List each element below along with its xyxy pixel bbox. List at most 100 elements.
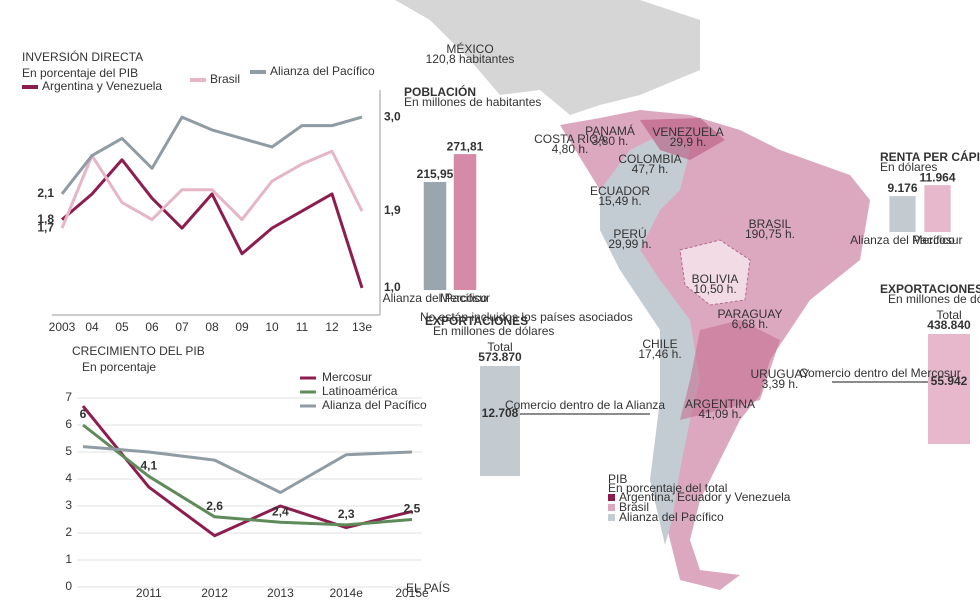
value-label: 1,7 <box>37 220 54 234</box>
legend-label: Mercosur <box>322 370 372 384</box>
credit: EL PAÍS <box>406 580 450 595</box>
data-line <box>61 158 364 289</box>
chart-subtitle: En millones de habitantes <box>404 95 541 109</box>
data-line <box>82 423 413 527</box>
x-tick-label: 06 <box>145 320 159 334</box>
value-label: 11.964 <box>919 170 955 184</box>
country-population: 15,49 h. <box>598 194 641 208</box>
value-label: 3,0 <box>384 109 401 123</box>
country-population: 3,39 h. <box>762 377 799 391</box>
category-label: Alianza del Pacífico <box>850 233 955 247</box>
chart-title: INVERSIÓN DIRECTA <box>22 49 143 64</box>
pib-swatch <box>608 504 615 511</box>
bar <box>423 182 447 290</box>
value-label: 9.176 <box>887 181 917 195</box>
legend-label: Argentina y Venezuela <box>42 79 162 93</box>
value-label: 2,1 <box>37 186 54 200</box>
data-line <box>81 405 413 538</box>
pib-title: PIB <box>608 472 627 486</box>
chart-subtitle: En porcentaje <box>82 360 156 374</box>
value-label: 4,1 <box>140 458 157 472</box>
x-tick-label: 2015e <box>395 586 429 600</box>
x-tick-label: 2014e <box>330 586 364 600</box>
y-tick-label: 3 <box>65 498 72 512</box>
x-tick-label: 2011 <box>136 586 162 600</box>
chart-title: RENTA PER CÁPITA <box>880 149 980 164</box>
value-label: 2,4 <box>272 504 289 518</box>
exports-total: 438.840 <box>927 318 971 332</box>
country-name: COSTA RICA <box>534 132 606 146</box>
value-label: 2,3 <box>338 507 355 521</box>
map <box>395 0 870 590</box>
country-population: 10,50 h. <box>693 282 736 296</box>
chart-subtitle: En dólares <box>880 160 937 174</box>
legend-label: Latinoamérica <box>322 384 398 398</box>
country-name: CHILE <box>642 337 677 351</box>
pib-subtitle: En porcentaje del total <box>608 481 727 495</box>
x-tick-label: 10 <box>265 320 279 334</box>
data-line <box>60 149 364 229</box>
x-tick-label: 11 <box>296 320 309 334</box>
country-population: 6,68 h. <box>732 317 769 331</box>
country-population: 41,09 h. <box>698 407 741 421</box>
y-tick-label: 1 <box>65 552 72 566</box>
country-name: BOLIVIA <box>692 272 739 286</box>
central-america-land <box>395 0 700 115</box>
data-line <box>82 445 413 494</box>
pib-swatch <box>608 514 615 521</box>
legend-label: Brasil <box>210 72 240 86</box>
pib-item: Brasil <box>619 500 649 514</box>
y-tick-label: 2 <box>65 525 72 539</box>
country-population: 3,80 h. <box>592 134 629 148</box>
country-name: COLOMBIA <box>618 152 681 166</box>
exports-title: EXPORTACIONES <box>425 314 528 328</box>
x-tick-label: 08 <box>205 320 219 334</box>
exports-bar <box>480 366 520 476</box>
country-name: PANAMÁ <box>585 123 635 138</box>
country-population: 190,75 h. <box>745 227 795 241</box>
y-tick-label: 5 <box>65 444 72 458</box>
x-tick-label: 07 <box>175 320 189 334</box>
bolivia <box>679 239 751 306</box>
exports-inner-label: Comercio dentro de la Alianza <box>505 398 665 412</box>
x-tick-label: 04 <box>85 320 99 334</box>
country-population: 17,46 h. <box>638 347 681 361</box>
y-tick-label: 7 <box>65 390 72 404</box>
exports-total-label: Total <box>487 340 512 354</box>
x-tick-label: 2012 <box>201 586 228 600</box>
chart-title: CRECIMIENTO DEL PIB <box>72 344 205 358</box>
country-name: PERÚ <box>613 226 646 241</box>
category-label: Alianza del Pacífico <box>383 291 488 305</box>
x-tick-label: 13e <box>352 320 372 334</box>
x-tick-label: 2013 <box>267 586 294 600</box>
value-label: 215,95 <box>417 167 454 181</box>
chart-title: POBLACIÓN <box>404 84 476 99</box>
y-tick-label: 6 <box>65 417 72 431</box>
x-tick-label: 09 <box>235 320 249 334</box>
value-label: 271,81 <box>447 139 484 153</box>
alianza-countries <box>600 130 700 545</box>
y-tick-label: 0 <box>65 579 72 593</box>
country-name: ECUADOR <box>590 184 650 198</box>
value-label: 2,6 <box>206 499 223 513</box>
venezuela <box>640 118 725 160</box>
exports-total: 573.870 <box>478 350 522 364</box>
country-name: MÉXICO <box>446 41 493 56</box>
value-label: 6 <box>80 407 87 421</box>
value-label: 1,9 <box>384 203 401 217</box>
value-label: 2,5 <box>404 502 421 516</box>
pib-swatch <box>608 494 615 501</box>
exports-inner-label: Comercio dentro del Mercosur <box>799 366 960 380</box>
pib-item: Alianza del Pacífico <box>619 510 724 524</box>
legend-label: Alianza del Pacífico <box>322 398 427 412</box>
country-population: 47,7 h. <box>632 162 669 176</box>
exports-total-label: Total <box>936 308 961 322</box>
category-label: Mercosur <box>440 291 490 305</box>
country-population: 120,8 habitantes <box>426 52 515 66</box>
bar <box>453 154 477 290</box>
exports-subtitle: En millones de dólares <box>433 324 554 338</box>
exports-inner: 55.942 <box>931 374 968 388</box>
argentina <box>680 320 780 420</box>
note: No están incluidos los países asociados <box>420 310 633 324</box>
country-name: PARAGUAY <box>718 307 783 321</box>
